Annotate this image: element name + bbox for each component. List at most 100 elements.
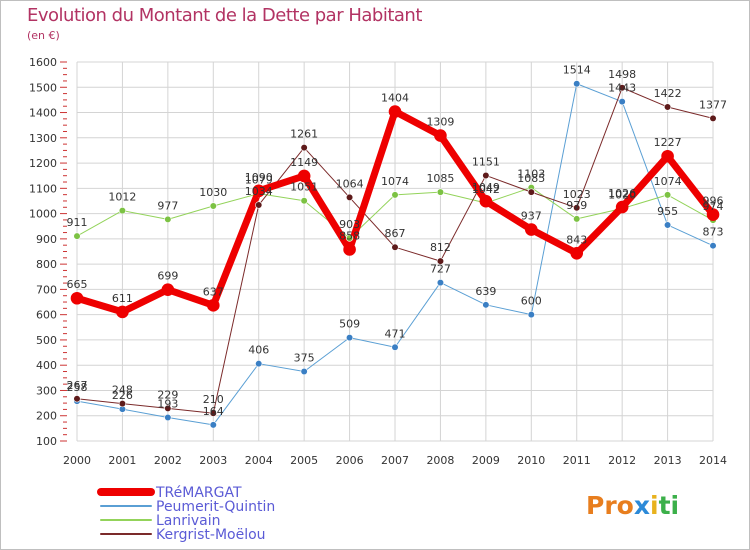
data-label: 210	[203, 393, 224, 406]
data-label: 937	[521, 210, 542, 223]
x-tick-label: 2014	[699, 454, 727, 467]
logo-letter: r	[604, 491, 617, 520]
data-label: 977	[157, 199, 178, 212]
data-point	[573, 215, 581, 223]
data-label: 1261	[290, 128, 318, 141]
logo-letter: x	[633, 491, 650, 520]
data-label: 1151	[472, 155, 500, 168]
data-label: 1049	[472, 181, 500, 194]
y-tick-label: 800	[36, 258, 57, 271]
data-label: 867	[385, 227, 406, 240]
chart-title: Evolution du Montant de la Dette par Hab…	[27, 5, 422, 26]
data-point	[297, 169, 311, 183]
legend-item: TRéMARGAT	[97, 485, 242, 501]
data-label: 911	[67, 216, 88, 229]
data-point	[164, 413, 172, 422]
data-point	[391, 243, 399, 251]
data-label: 955	[657, 205, 678, 218]
data-point	[479, 194, 493, 208]
x-tick-label: 2000	[63, 454, 91, 467]
data-point	[663, 221, 672, 229]
data-point	[164, 215, 172, 224]
data-label: 600	[521, 295, 542, 308]
data-point	[255, 201, 263, 209]
data-point	[482, 171, 490, 180]
data-point	[70, 291, 84, 305]
data-point	[73, 395, 81, 403]
data-point	[436, 188, 445, 196]
data-label: 1051	[290, 181, 318, 194]
data-label: 873	[703, 226, 724, 239]
chart-unit: (en €)	[27, 29, 60, 42]
proxiti-logo: Proxiti	[586, 491, 679, 520]
logo-letter: P	[586, 491, 605, 520]
data-label: 229	[157, 388, 178, 401]
legend-label: Peumerit-Quintin	[156, 499, 275, 515]
data-point	[436, 257, 445, 265]
data-point	[345, 234, 354, 242]
data-point	[161, 283, 175, 296]
x-tick-label: 2006	[336, 454, 364, 467]
data-point	[73, 232, 81, 240]
y-tick-label: 500	[36, 334, 57, 347]
x-tick-label: 2013	[654, 454, 682, 467]
x-tick-label: 2004	[245, 454, 273, 467]
data-label: 858	[339, 229, 360, 242]
logo-letter: t	[658, 491, 671, 520]
data-label: 1514	[563, 64, 591, 77]
x-tick-label: 2010	[517, 454, 545, 467]
x-tick-label: 2011	[563, 454, 591, 467]
data-point	[661, 149, 674, 163]
y-tick-label: 1600	[29, 56, 57, 69]
data-label: 611	[112, 292, 133, 305]
data-point	[345, 193, 354, 202]
y-tick-label: 1100	[29, 182, 57, 195]
data-label: 1309	[426, 116, 454, 129]
data-label: 164	[203, 405, 224, 418]
legend-item: Lanrivain	[100, 513, 221, 529]
data-label: 1034	[245, 185, 273, 198]
data-point	[527, 188, 535, 196]
legend-item: Kergrist-Moëlou	[100, 527, 266, 543]
data-label: 727	[430, 263, 451, 276]
data-label: 1443	[608, 82, 636, 95]
legend-item: Peumerit-Quintin	[100, 499, 275, 515]
data-point	[618, 84, 626, 92]
x-tick-label: 2002	[154, 454, 182, 467]
data-label: 193	[157, 398, 178, 411]
data-point	[618, 98, 626, 106]
x-tick-label: 2007	[381, 454, 409, 467]
x-tick-label: 2008	[426, 454, 454, 467]
data-point	[209, 421, 217, 429]
y-tick-label: 600	[36, 309, 57, 322]
data-point	[206, 299, 220, 312]
y-tick-label: 1000	[29, 208, 57, 221]
data-point	[300, 367, 308, 376]
x-tick-label: 2012	[608, 454, 636, 467]
y-tick-label: 700	[36, 283, 57, 296]
data-point	[300, 144, 308, 152]
data-label: 979	[566, 199, 587, 212]
data-point	[709, 114, 717, 122]
data-label: 1149	[290, 156, 318, 169]
data-point	[436, 278, 445, 287]
data-point	[663, 103, 672, 111]
data-label: 406	[248, 344, 269, 357]
legend-label: TRéMARGAT	[155, 485, 242, 501]
data-label: 1064	[336, 177, 364, 190]
data-label: 639	[475, 285, 496, 298]
data-label: 1227	[654, 136, 682, 149]
data-point	[482, 301, 490, 309]
data-label: 509	[339, 318, 360, 331]
data-label: 248	[112, 384, 133, 397]
data-label: 1020	[608, 189, 636, 202]
data-label: 375	[294, 352, 315, 365]
x-tick-label: 2003	[199, 454, 227, 467]
data-point	[343, 243, 356, 256]
data-point	[116, 305, 129, 319]
data-label: 1085	[426, 172, 454, 185]
data-label: 1023	[563, 188, 591, 201]
data-label: 974	[703, 200, 724, 213]
